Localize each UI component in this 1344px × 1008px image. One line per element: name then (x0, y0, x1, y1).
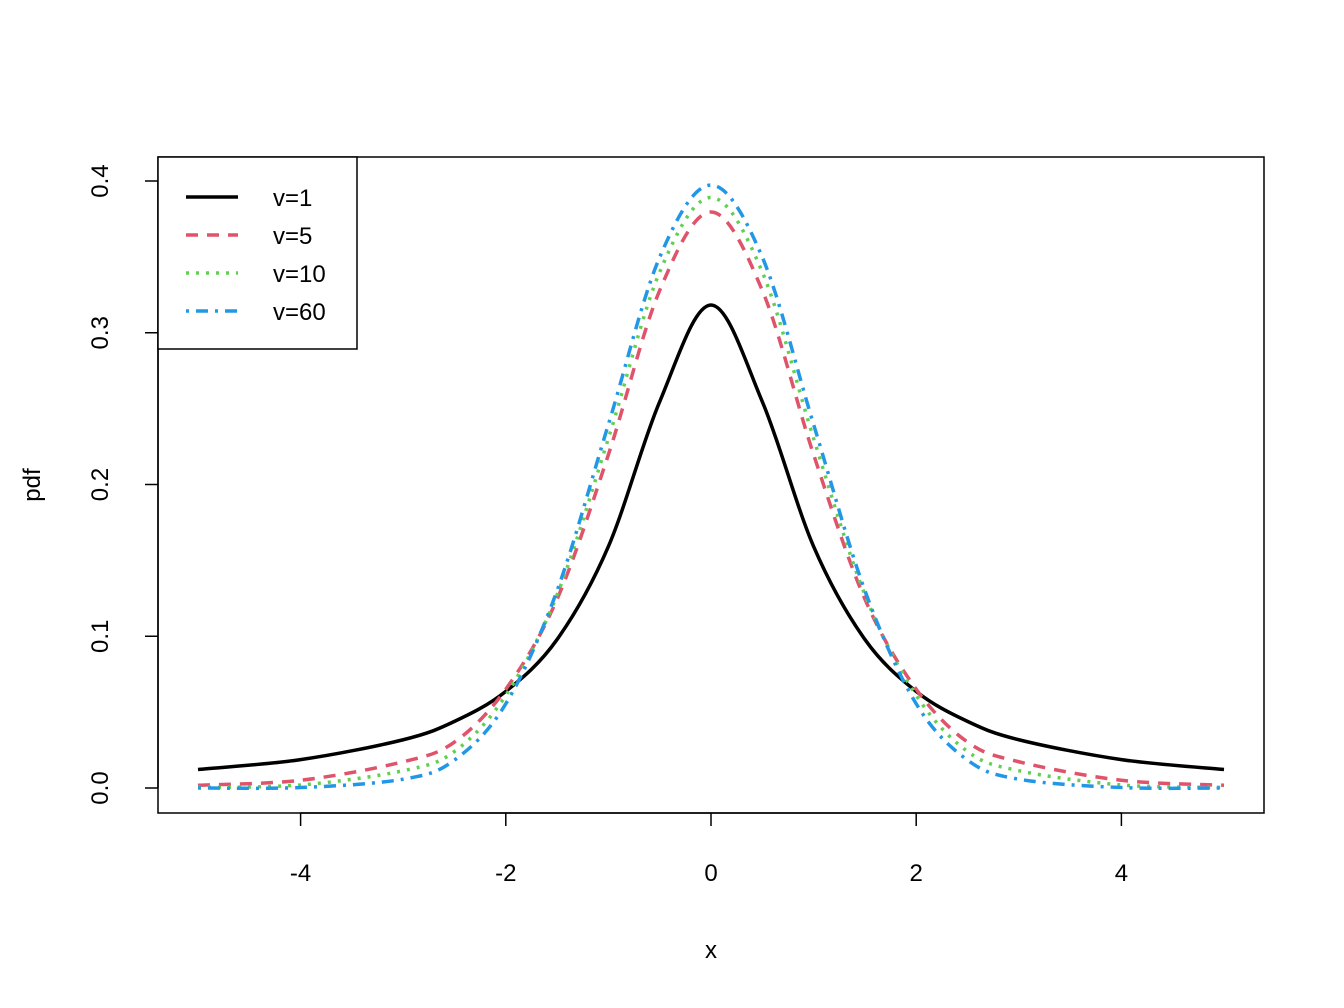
legend-label: v=5 (273, 223, 312, 250)
legend-label: v=10 (273, 261, 326, 288)
x-tick-label: 0 (704, 860, 717, 887)
x-axis: -4 -2 0 2 4 (290, 812, 1128, 887)
x-tick-label: 4 (1115, 860, 1128, 887)
x-tick-label: 2 (910, 860, 923, 887)
y-tick-label: 0.3 (87, 316, 114, 349)
legend-label: v=1 (273, 185, 312, 212)
series-line-v-1 (197, 303, 1225, 772)
x-tick-label: -2 (495, 860, 516, 887)
series-layer (197, 183, 1225, 791)
legend: v=1 v=5 v=10 v=60 (157, 156, 358, 350)
y-tick-label: 0.4 (87, 164, 114, 197)
x-axis-label: x (705, 937, 717, 964)
y-tick-label: 0.1 (87, 620, 114, 653)
y-axis: 0.0 0.1 0.2 0.3 0.4 (87, 164, 159, 805)
y-tick-label: 0.0 (87, 771, 114, 804)
series-line-v-5 (197, 210, 1225, 788)
legend-box (157, 156, 358, 350)
y-axis-label: pdf (19, 468, 46, 502)
x-tick-label: -4 (290, 860, 311, 887)
y-tick-label: 0.2 (87, 468, 114, 501)
legend-label: v=60 (273, 299, 326, 326)
